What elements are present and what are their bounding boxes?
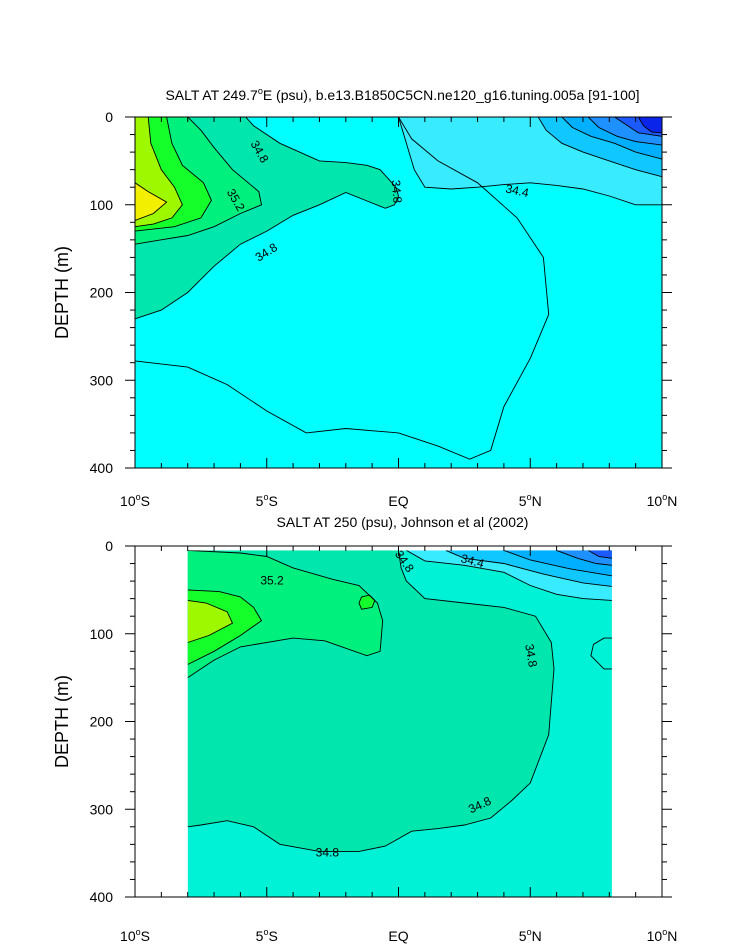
contour-line	[187, 599, 234, 643]
y-tick-label: 200	[90, 285, 114, 301]
x-tick-label: EQ	[388, 928, 408, 944]
contour-line	[398, 117, 662, 206]
contour-label: 35.2	[260, 573, 284, 587]
plot-area: 35.234.8 34.434.834.834.8	[187, 550, 612, 897]
salinity-band	[187, 550, 383, 678]
contour-line	[587, 117, 662, 146]
chart-title: SALT AT 249.7oE (psu), b.e13.B1850C5CN.n…	[165, 86, 639, 103]
contour-line	[187, 589, 263, 665]
contour-line	[187, 550, 384, 678]
contour-line	[135, 117, 263, 245]
contour-line	[503, 550, 612, 577]
contour-line	[406, 550, 612, 601]
contour-line	[587, 550, 612, 559]
x-tick-label: 10oS	[120, 927, 150, 944]
contour-line	[445, 550, 612, 587]
y-axis-label: DEPTH (m)	[52, 675, 72, 768]
y-axis-label: DEPTH (m)	[52, 246, 72, 339]
contour-line	[561, 117, 662, 160]
contour-line	[637, 117, 662, 134]
salinity-band	[187, 600, 233, 643]
chart-title: SALT AT 250 (psu), Johnson et al (2002)	[277, 514, 529, 530]
x-tick-label: 5oN	[519, 927, 542, 944]
contour-label: 34.8	[389, 179, 405, 204]
y-tick-label: 100	[90, 197, 114, 213]
contour-line	[135, 117, 399, 320]
contour-line	[590, 637, 612, 670]
contour-line	[135, 182, 168, 221]
y-tick-label: 100	[90, 626, 114, 642]
x-tick-label: 5oS	[256, 927, 278, 944]
contour-line	[537, 117, 662, 178]
contour-label: 34.8	[316, 845, 340, 859]
contour-label: 34.8	[522, 643, 540, 669]
contour-line	[135, 117, 212, 232]
x-tick-label: 5oS	[256, 492, 278, 509]
salinity-band	[359, 595, 375, 610]
salinity-band	[590, 638, 612, 669]
y-tick-label: 300	[90, 372, 114, 388]
plot-area: 34.835.234.834.8 34.4	[135, 117, 662, 468]
salinity-band	[638, 117, 662, 133]
y-tick-label: 400	[90, 460, 114, 476]
y-tick-label: 0	[105, 109, 113, 125]
x-tick-label: 5oN	[519, 492, 542, 509]
x-tick-label: 10oS	[120, 492, 150, 509]
salinity-band	[135, 182, 167, 221]
contour-line	[614, 117, 662, 137]
y-tick-label: 200	[90, 714, 114, 730]
contour-line	[358, 594, 376, 610]
contour-label: 34.4	[459, 551, 485, 571]
x-tick-label: 10oN	[647, 492, 678, 509]
contour-line	[556, 550, 612, 566]
x-tick-label: 10oN	[647, 927, 678, 944]
y-tick-label: 0	[105, 538, 113, 554]
x-tick-label: EQ	[388, 493, 408, 509]
contour-label: 34.4	[504, 182, 530, 201]
contour-line	[135, 117, 183, 228]
contour-line	[187, 550, 555, 852]
contour-line	[135, 117, 550, 460]
y-tick-label: 400	[90, 889, 114, 905]
y-tick-label: 300	[90, 801, 114, 817]
salinity-band	[588, 550, 612, 559]
